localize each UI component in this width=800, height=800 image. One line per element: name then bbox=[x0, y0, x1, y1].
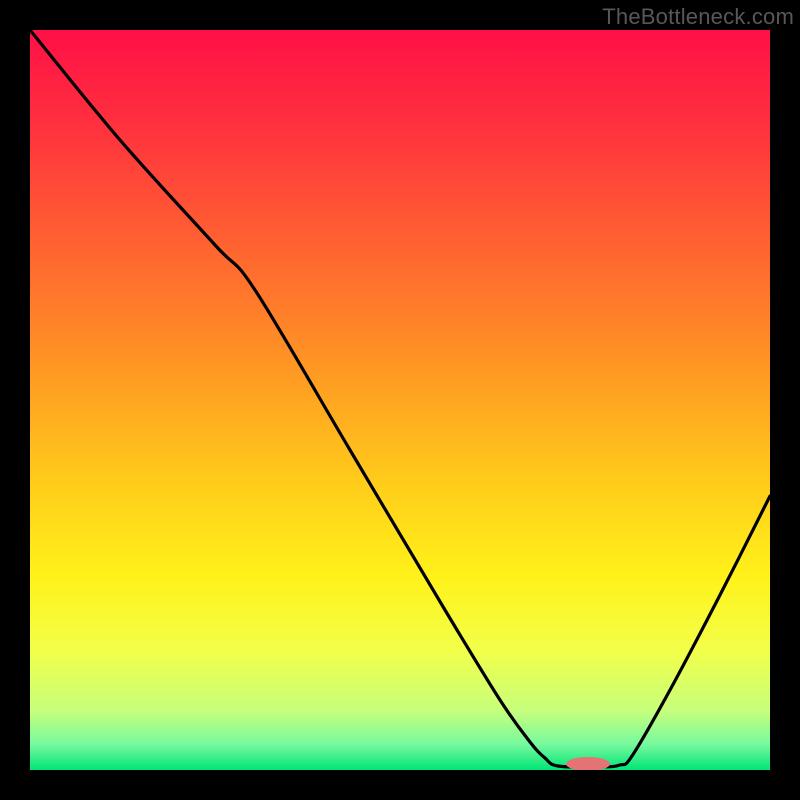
chart-background bbox=[30, 30, 770, 770]
plot-area bbox=[30, 30, 770, 770]
chart-canvas: TheBottleneck.com bbox=[0, 0, 800, 800]
watermark-text: TheBottleneck.com bbox=[602, 4, 794, 30]
chart-svg bbox=[30, 30, 770, 770]
